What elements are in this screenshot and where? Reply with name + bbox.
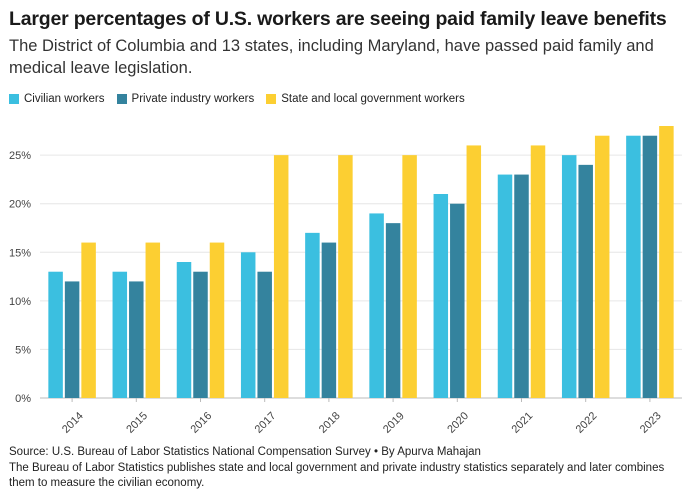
bar-private bbox=[64, 281, 80, 398]
y-tick-label: 5% bbox=[15, 344, 31, 356]
x-tick-label: 2023 bbox=[638, 410, 664, 436]
bar-civilian bbox=[497, 174, 513, 398]
y-tick-label: 15% bbox=[9, 247, 31, 259]
bar-private bbox=[193, 271, 208, 398]
footer: Source: U.S. Bureau of Labor Statistics … bbox=[9, 445, 685, 492]
bar-civilian bbox=[626, 135, 641, 398]
bar-state-local bbox=[530, 145, 546, 398]
bar-state-local bbox=[659, 126, 674, 398]
legend-item-private: Private industry workers bbox=[116, 93, 255, 105]
bar-civilian bbox=[48, 271, 63, 398]
chart-title: Larger percentages of U.S. workers are s… bbox=[9, 8, 667, 30]
x-tick-label: 2014 bbox=[60, 410, 86, 436]
y-tick-label: 25% bbox=[9, 150, 31, 162]
legend-item-civilian: Civilian workers bbox=[9, 93, 105, 105]
legend-swatch-private bbox=[116, 94, 127, 104]
x-tick-label: 2017 bbox=[253, 410, 279, 436]
bar-private bbox=[385, 223, 401, 398]
source-text: Source: U.S. Bureau of Labor Statistics … bbox=[9, 446, 481, 458]
bar-private bbox=[578, 164, 593, 398]
bar-civilian bbox=[176, 262, 192, 398]
bar-state-local bbox=[209, 242, 225, 398]
legend: Civilian workers Private industry worker… bbox=[9, 93, 465, 105]
bar-state-local bbox=[338, 155, 353, 398]
bar-state-local bbox=[402, 155, 417, 398]
bar-private bbox=[642, 135, 658, 398]
bar-state-local bbox=[594, 135, 610, 398]
bar-civilian bbox=[561, 155, 577, 398]
legend-label-private: Private industry workers bbox=[131, 93, 255, 105]
y-tick-label: 0% bbox=[15, 393, 31, 405]
bar-private bbox=[321, 242, 337, 398]
y-tick-label: 10% bbox=[9, 296, 31, 308]
bar-private bbox=[129, 281, 144, 398]
x-tick-label: 2020 bbox=[445, 410, 471, 436]
bar-chart: 0% 5% 10% 15% 20% 25% 2014 2015 2016 2017 2018 2019… bbox=[9, 126, 682, 436]
bar-civilian bbox=[369, 213, 384, 398]
x-tick-label: 2022 bbox=[574, 410, 600, 436]
bar-civilian bbox=[240, 252, 256, 398]
bar-civilian bbox=[433, 194, 449, 398]
legend-item-state-local: State and local government workers bbox=[266, 93, 465, 105]
bar-private bbox=[450, 203, 465, 398]
legend-swatch-civilian bbox=[9, 94, 19, 104]
y-tick-label: 20% bbox=[9, 199, 31, 211]
legend-label-civilian: Civilian workers bbox=[24, 93, 105, 105]
bar-private bbox=[514, 174, 529, 398]
x-tick-label: 2016 bbox=[188, 410, 214, 436]
x-tick-label: 2021 bbox=[509, 410, 535, 436]
legend-label-state-local: State and local government workers bbox=[281, 93, 465, 105]
bar-civilian bbox=[112, 271, 128, 398]
x-tick-label: 2018 bbox=[317, 410, 343, 436]
x-tick-label: 2015 bbox=[124, 410, 150, 436]
legend-swatch-state-local bbox=[266, 94, 277, 104]
x-tick-label: 2019 bbox=[381, 410, 407, 436]
bar-state-local bbox=[145, 242, 161, 398]
bar-state-local bbox=[466, 145, 482, 398]
bar-private bbox=[257, 271, 272, 398]
footnote-text: The Bureau of Labor Statistics publishes… bbox=[9, 461, 665, 490]
bar-state-local bbox=[273, 155, 289, 398]
bar-state-local bbox=[81, 242, 96, 398]
chart-subtitle: The District of Columbia and 13 states, … bbox=[9, 37, 654, 77]
bar-civilian bbox=[305, 232, 320, 398]
